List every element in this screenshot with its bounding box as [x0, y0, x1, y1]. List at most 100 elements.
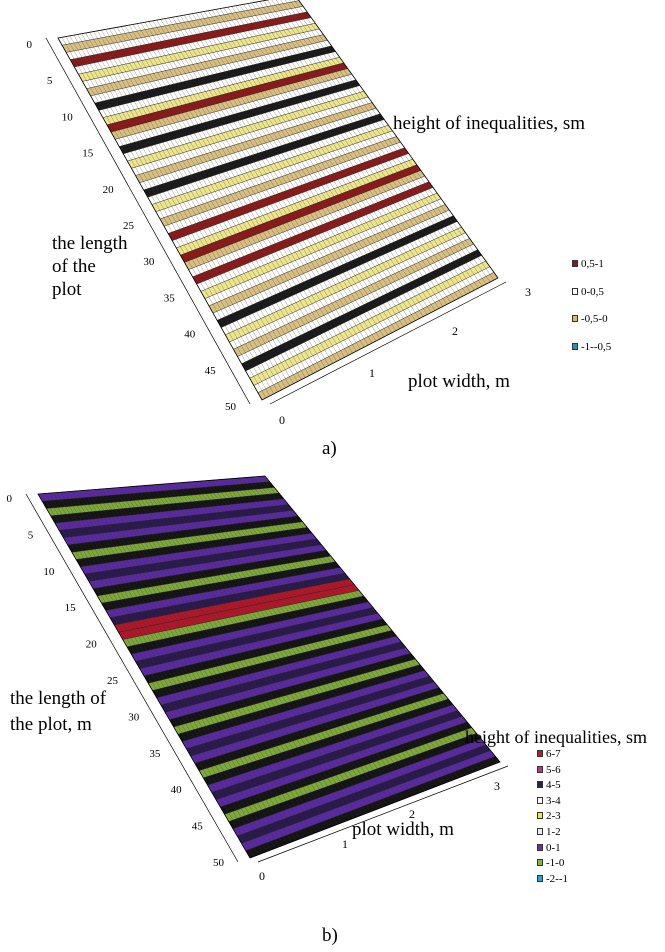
legend-swatch	[537, 874, 543, 882]
panel-caption-b: b)	[322, 925, 338, 946]
surface-gridline	[105, 488, 326, 830]
surface-gridline	[219, 8, 424, 317]
surface-gridline	[271, 0, 475, 291]
y-axis-line	[25, 493, 239, 863]
surface-gridline	[193, 481, 421, 793]
surface-gridline	[242, 477, 476, 772]
surface-gridline	[117, 487, 338, 825]
y-tick-label: 20	[103, 184, 115, 196]
y-tick-label: 50	[225, 401, 237, 413]
legend-label: 1-2	[546, 826, 561, 838]
surface-gridline	[219, 479, 451, 782]
legend-label: 4-5	[546, 779, 561, 792]
legend-label: -0,5-0	[581, 313, 608, 325]
y-tick-label: 0	[7, 493, 13, 505]
surface-gridline	[101, 30, 306, 378]
surface-gridline	[207, 10, 412, 323]
y-tick-label: 5	[47, 75, 53, 87]
surface-gridline	[185, 482, 413, 796]
surface-gridline	[204, 480, 434, 788]
y-tick-label: 15	[65, 602, 77, 614]
x-tick-label: 0	[279, 413, 285, 427]
surface-gridline	[188, 14, 392, 333]
surface-gridline	[69, 35, 274, 394]
surface-gridline	[132, 24, 337, 362]
surface-gridline	[251, 2, 455, 301]
surface-gridline	[144, 22, 349, 356]
surface-gridline	[41, 493, 255, 857]
surface-gridline	[235, 5, 440, 309]
surface-gridline	[65, 36, 270, 396]
legend-swatch	[537, 859, 543, 867]
y-axis-label-a: the length of the plot	[52, 233, 128, 300]
z-axis-label-b: height of inequalities, sm	[465, 727, 647, 747]
surface-gridline	[45, 493, 259, 855]
surface-gridline	[227, 478, 459, 779]
surface-gridline	[147, 485, 371, 812]
surface-gridline	[261, 476, 496, 764]
surface-gridline	[79, 490, 296, 841]
surface-gridline	[184, 14, 388, 336]
surface-gridline	[151, 484, 376, 811]
surface-gridline	[148, 21, 353, 354]
y-tick-label: 0	[27, 39, 33, 51]
y-tick-label: 40	[184, 329, 196, 341]
surface-gridline	[164, 18, 369, 346]
x-tick-label: 1	[369, 366, 375, 380]
surface-gridline	[189, 481, 417, 795]
surface-gridline	[140, 22, 345, 358]
y-tick-label: 35	[164, 292, 176, 304]
legend-label: -1-0	[546, 857, 565, 870]
surface-gridline	[125, 25, 329, 366]
surface-gridline	[89, 32, 294, 384]
surface-gridline	[196, 12, 400, 329]
surface-gridline	[234, 478, 467, 775]
x-tick-label: 0	[259, 869, 265, 883]
surface-gridline	[77, 34, 282, 390]
legend-swatch	[537, 796, 543, 804]
legend-swatch	[572, 315, 578, 322]
surface-gridline	[71, 491, 288, 844]
surface-gridline	[230, 478, 463, 777]
panel-caption-a: a)	[322, 438, 337, 459]
surface-gridline	[94, 489, 313, 835]
surface-gridline	[239, 4, 444, 307]
surface-gridline	[215, 9, 420, 319]
legend-label: -2--1	[546, 872, 568, 885]
surface-gridline	[75, 490, 292, 843]
legend-swatch	[572, 342, 578, 350]
legend-label: 2-3	[546, 810, 561, 823]
surface-plot-b: 0 5 10 15 20 25 30 35 40 45 50 0 1 2 3	[7, 475, 509, 883]
x-axis-label-a: plot width, m	[408, 371, 510, 392]
surface-gridline	[117, 27, 322, 370]
surface-gridline	[208, 480, 438, 787]
surface-gridline	[180, 15, 385, 338]
surface-gridline	[227, 7, 432, 313]
surface-gridline	[136, 486, 359, 817]
surface-gridline	[181, 482, 409, 798]
y-tick-label: 15	[82, 148, 94, 160]
surface-gridline	[105, 29, 310, 376]
surface-gridline	[102, 488, 321, 831]
surface-plot-a: 0 5 10 15 20 25 30 35 40 45 50 0 1 2 3	[27, 0, 531, 427]
surface-gridline	[113, 27, 318, 372]
surface-gridline	[247, 3, 451, 303]
surface-gridline	[177, 482, 405, 799]
surface-gridline	[174, 483, 401, 801]
surface-gridline	[166, 483, 392, 804]
surface-gridline	[60, 492, 276, 849]
surface-gridline	[140, 485, 363, 815]
surface-gridline	[113, 487, 334, 827]
surface-gridline	[49, 493, 263, 854]
surface-gridline	[276, 0, 479, 289]
surface-gridline	[136, 23, 341, 360]
y-tick-label: 40	[171, 784, 183, 796]
surface-gridline	[267, 0, 471, 293]
surface-gridline	[64, 491, 280, 847]
legend-swatch	[572, 287, 578, 295]
surface-gridline	[68, 491, 284, 846]
surface-outline	[57, 0, 499, 401]
surface-gridline	[238, 478, 471, 774]
x-tick-label: 2	[452, 324, 458, 338]
